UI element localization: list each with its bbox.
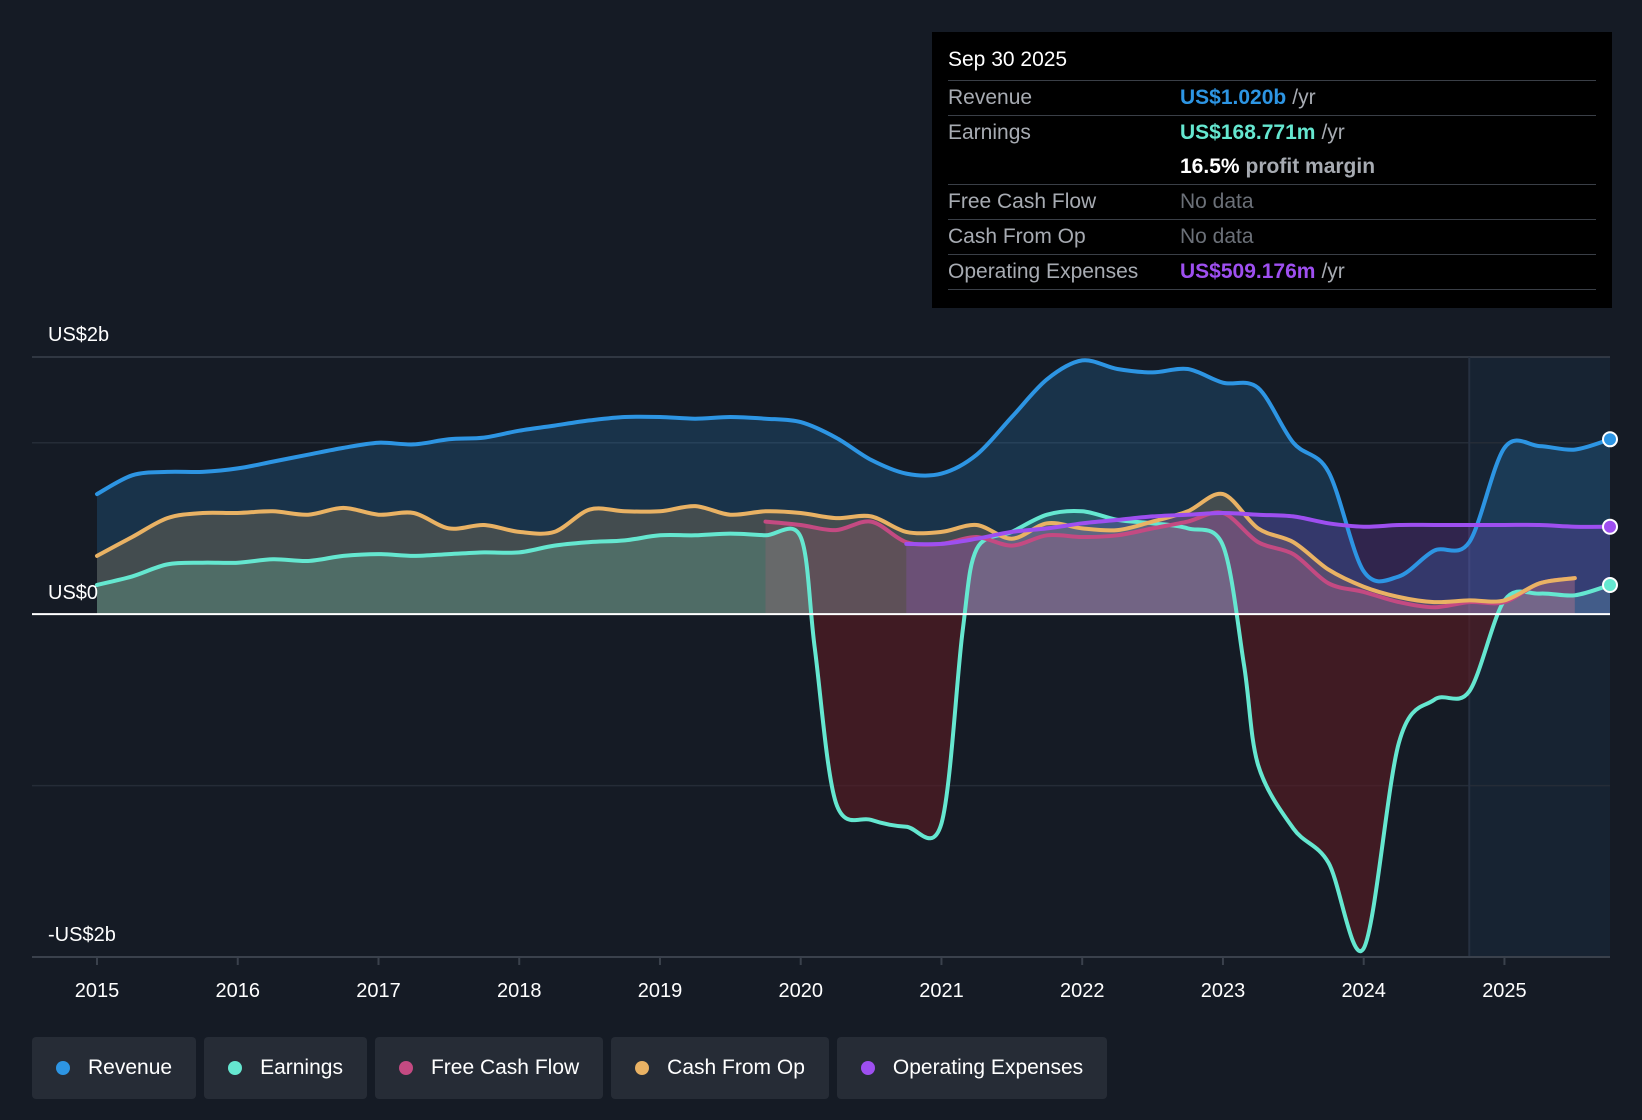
legend-item-earnings[interactable]: Earnings [204, 1037, 367, 1099]
tooltip-earnings-value: US$168.771m [1180, 121, 1316, 144]
legend-label: Earnings [260, 1056, 343, 1079]
x-tick-label: 2022 [1060, 980, 1105, 1002]
legend-item-revenue[interactable]: Revenue [32, 1037, 197, 1099]
y-axis-bottom-label: -US$2b [48, 924, 116, 946]
legend-dot-icon [56, 1061, 70, 1075]
tooltip-row-opex: Operating Expenses US$509.176m /yr [948, 255, 1596, 290]
tooltip-unit: /yr [1321, 260, 1345, 283]
tooltip-unit: /yr [1292, 86, 1316, 109]
tooltip-row-cfo: Cash From Op No data [948, 220, 1596, 255]
x-tick-label: 2015 [75, 980, 120, 1002]
tooltip-label: Revenue [948, 86, 1033, 109]
legend-dot-icon [635, 1061, 650, 1075]
area-revenue [97, 360, 1610, 615]
area-negative-earnings [97, 614, 1610, 952]
tooltip-label: Operating Expenses [948, 260, 1139, 283]
tooltip-row-revenue: Revenue US$1.020b /yr [948, 81, 1596, 116]
x-tick-label: 2019 [638, 980, 683, 1002]
x-tick-label: 2016 [215, 980, 260, 1002]
line-revenue [95, 358, 1612, 584]
tooltip-revenue-value: US$1.020b [1180, 86, 1287, 109]
end-markers [1602, 431, 1618, 593]
line-operating-expenses [904, 511, 1612, 547]
tooltip-margin-value: 16.5% [1180, 155, 1240, 178]
tooltip-row-earnings: Earnings US$168.771m /yr [948, 116, 1596, 150]
legend-item-free-cash-flow[interactable]: Free Cash Flow [374, 1037, 604, 1099]
end-marker-revenue [1602, 431, 1618, 448]
data-tooltip: Sep 30 2025 Revenue US$1.020b /yr Earnin… [932, 32, 1612, 308]
x-tick-label: 2021 [919, 980, 964, 1002]
tooltip-label: Earnings [948, 121, 1031, 144]
line-earnings [95, 509, 1612, 954]
legend-label: Revenue [88, 1056, 173, 1079]
chart-legend: Revenue Earnings Free Cash Flow Cash Fro… [32, 1037, 1108, 1099]
legend-dot-icon [228, 1061, 243, 1075]
line-free-cash-flow [763, 510, 1577, 610]
x-tick-label: 2025 [1482, 980, 1527, 1002]
y-axis-zero-label: US$0 [48, 582, 98, 604]
x-axis-ticks: 2015 2016 2017 2018 2019 2020 2021 2022 2023 2024… [75, 957, 1527, 1002]
legend-label: Cash From Op [667, 1056, 805, 1079]
tooltip-row-fcf: Free Cash Flow No data [948, 185, 1596, 220]
tooltip-date: Sep 30 2025 [948, 46, 1596, 81]
tooltip-unit: /yr [1321, 121, 1345, 144]
tooltip-label: Cash From Op [948, 225, 1086, 248]
tooltip-cfo-value: No data [1180, 225, 1254, 248]
legend-label: Operating Expenses [892, 1056, 1084, 1079]
area-cash-from-op [97, 493, 1575, 615]
series-lines [95, 358, 1612, 954]
legend-dot-icon [860, 1061, 875, 1075]
x-tick-label: 2020 [778, 980, 823, 1002]
x-tick-label: 2018 [497, 980, 542, 1002]
x-tick-label: 2017 [356, 980, 401, 1002]
legend-item-operating-expenses[interactable]: Operating Expenses [836, 1037, 1108, 1099]
end-marker-earnings [1602, 577, 1618, 593]
legend-label: Free Cash Flow [430, 1056, 580, 1079]
tooltip-row-margin: 16.5% profit margin [948, 150, 1596, 185]
y-axis-top-label: US$2b [48, 324, 109, 346]
tooltip-fcf-value: No data [1180, 190, 1254, 213]
tooltip-margin-text: profit margin [1245, 155, 1376, 178]
x-tick-label: 2024 [1341, 980, 1386, 1002]
legend-dot-icon [398, 1061, 413, 1075]
forecast-region [1469, 357, 1610, 957]
tooltip-label: Free Cash Flow [948, 190, 1097, 213]
x-tick-label: 2023 [1201, 980, 1246, 1002]
legend-item-cash-from-op[interactable]: Cash From Op [611, 1037, 829, 1099]
end-marker-operating-expenses [1602, 518, 1618, 535]
line-cash-from-op [95, 491, 1577, 605]
tooltip-opex-value: US$509.176m [1180, 260, 1316, 283]
